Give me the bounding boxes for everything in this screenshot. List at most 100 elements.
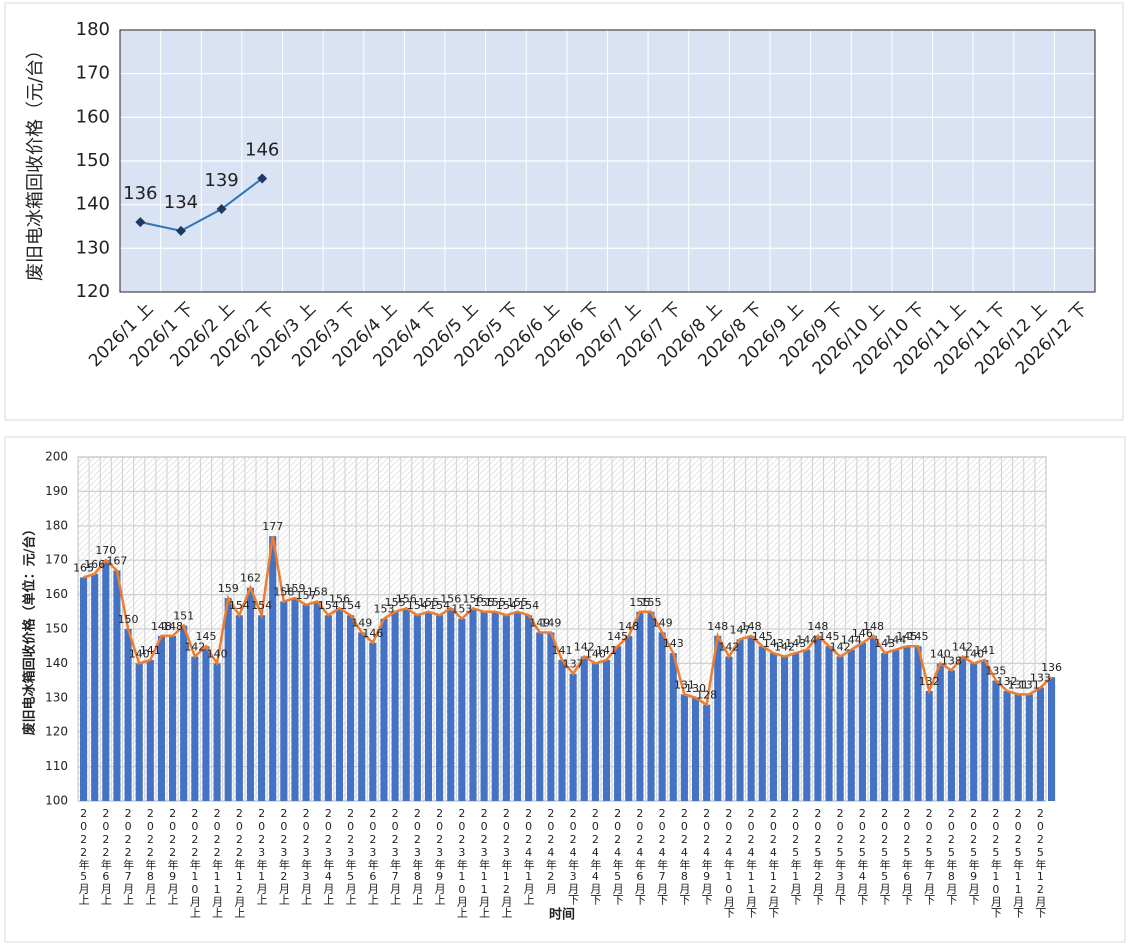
bar (280, 601, 288, 801)
x-tick-label: 2023年4月上 (322, 807, 335, 905)
x-tick-label: 2024年2月 (544, 807, 557, 894)
data-label: 150 (118, 613, 139, 626)
bar (858, 642, 866, 801)
bar (602, 659, 611, 801)
bar (458, 618, 466, 801)
data-label: 148 (741, 620, 762, 633)
data-label: 143 (663, 637, 684, 650)
data-label: 142 (952, 641, 973, 654)
x-tick-label: 2023年10月上 (455, 807, 468, 918)
data-label: 143 (763, 637, 784, 650)
x-tick-label: 2025年6月下 (900, 807, 913, 906)
x-tick-label: 2024年5月下 (611, 807, 624, 906)
data-label: 155 (507, 596, 528, 609)
bar (525, 615, 533, 801)
y-tick-label: 180 (76, 19, 110, 40)
bar (903, 646, 911, 801)
bar (680, 694, 688, 801)
x-tick-label: 2024年11月下 (745, 807, 758, 919)
y-tick-label: 120 (45, 725, 68, 739)
data-label: 154 (340, 599, 361, 612)
y-tick-label: 160 (45, 587, 68, 601)
bar (436, 615, 444, 801)
data-label: 159 (284, 582, 305, 595)
marker (135, 217, 146, 228)
bar (669, 653, 677, 801)
x-tick-label: 2025年8月下 (945, 807, 958, 906)
x-tick-label: 2025年3月下 (834, 807, 847, 906)
bar (313, 601, 321, 801)
data-label: 155 (485, 596, 506, 609)
bar (881, 653, 889, 801)
bar (736, 639, 744, 801)
y-tick-label: 180 (45, 518, 68, 532)
x-tick-label: 2025年11月下 (1012, 807, 1025, 919)
data-label: 153 (451, 603, 472, 616)
data-label: 146 (245, 139, 279, 160)
marker (257, 173, 268, 184)
bar (947, 670, 955, 801)
marker (216, 204, 227, 215)
x-tick-label: 2025年10月下 (989, 807, 1002, 919)
bar (358, 632, 366, 801)
data-label: 165 (73, 561, 94, 574)
data-label: 148 (863, 620, 884, 633)
bar (703, 704, 711, 801)
bar (1036, 687, 1044, 801)
data-label: 158 (273, 585, 294, 598)
x-tick-label: 2022年6月上 (99, 807, 112, 905)
x-tick-label: 2023年9月上 (433, 807, 446, 905)
data-label: 148 (151, 620, 172, 633)
data-label: 154 (518, 599, 539, 612)
data-label: 142 (830, 641, 851, 654)
x-tick-label: 2024年12月下 (767, 807, 780, 919)
x-tick-label: 2025年5月下 (878, 807, 891, 906)
x-tick-label: 2025年12月下 (1034, 807, 1047, 919)
x-tick-label: 2025年9月下 (967, 807, 980, 906)
bar (981, 659, 989, 801)
data-label: 133 (1030, 671, 1051, 684)
bar (636, 611, 644, 801)
data-label: 131 (1008, 678, 1029, 691)
y-tick-label: 200 (45, 450, 68, 464)
x-tick-label: 2023年7月上 (389, 807, 402, 905)
data-label: 140 (963, 647, 984, 660)
data-label: 131 (674, 678, 695, 691)
bar (647, 611, 655, 801)
bar (758, 646, 766, 801)
bar (213, 663, 221, 801)
data-label: 149 (351, 616, 372, 629)
data-label: 154 (407, 599, 428, 612)
y-tick-label: 140 (76, 194, 110, 215)
data-label: 154 (496, 599, 517, 612)
x-tick-label: 2025年1月下 (789, 807, 802, 906)
x-tick-label: 2024年6月下 (633, 807, 646, 906)
x-tick-label: 2023年5月上 (344, 807, 357, 905)
data-label: 154 (318, 599, 339, 612)
data-label: 139 (204, 170, 238, 191)
data-label: 158 (307, 585, 328, 598)
bar (113, 570, 121, 801)
data-label: 148 (618, 620, 639, 633)
y-axis-title: 废旧电冰箱回收价格（单位：元/台） (22, 523, 38, 736)
bar (80, 577, 88, 801)
x-tick-label: 2022年5月上 (77, 807, 90, 905)
data-label: 156 (396, 592, 417, 605)
bar (124, 629, 132, 801)
marker (175, 225, 186, 236)
bar (324, 615, 332, 801)
data-label: 142 (718, 641, 739, 654)
bar (547, 632, 555, 801)
bar (380, 618, 388, 801)
plot-border (119, 29, 1096, 293)
x-tick-label: 2025年4月下 (856, 807, 869, 906)
data-label: 157 (296, 589, 317, 602)
data-label: 144 (796, 634, 817, 647)
y-tick-label: 130 (45, 690, 68, 704)
bar (869, 635, 878, 801)
x-tick-label: 2024年4月下 (589, 807, 602, 906)
bar (914, 646, 922, 801)
x-tick-label: 2025年2月下 (811, 807, 824, 906)
data-label: 138 (941, 654, 962, 667)
